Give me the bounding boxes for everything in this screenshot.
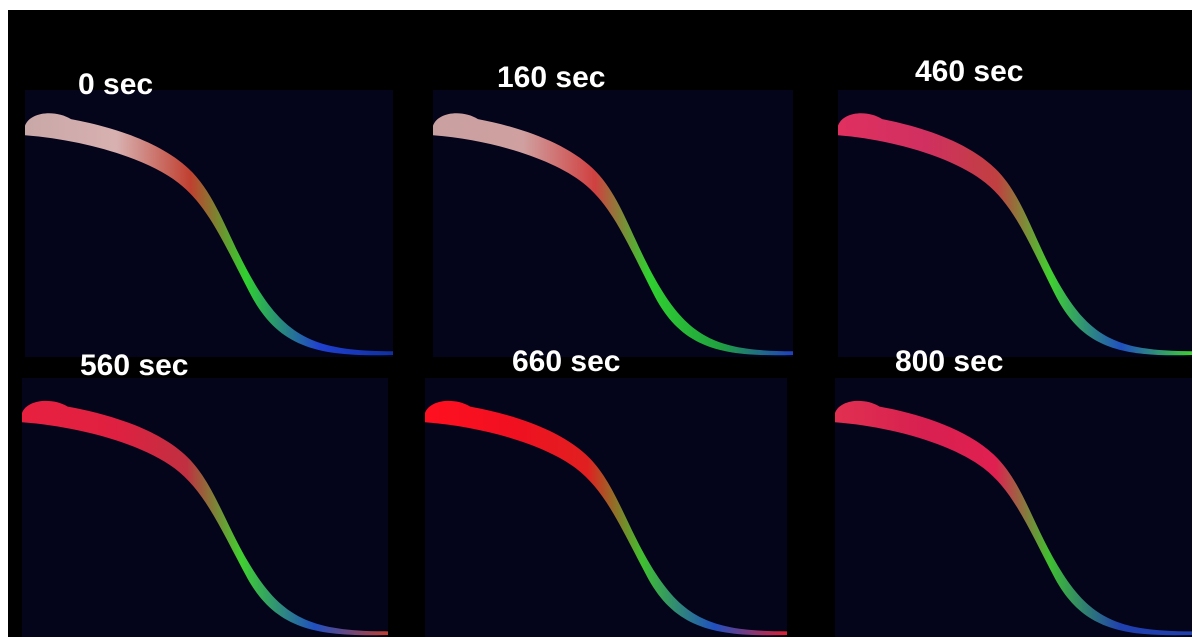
panel: 460 sec	[838, 55, 1192, 357]
panel: 0 sec	[25, 68, 393, 357]
time-label: 800 sec	[895, 345, 1003, 378]
panel: 660 sec	[425, 345, 787, 637]
panel: 800 sec	[835, 345, 1192, 637]
time-label: 660 sec	[512, 345, 620, 378]
time-label: 560 sec	[80, 349, 188, 382]
panel: 160 sec	[433, 61, 793, 357]
time-label: 0 sec	[78, 68, 153, 101]
image: 0 sec 160 sec 460 sec 560 sec 660 sec 800 sec	[0, 0, 1192, 637]
panel: 560 sec	[22, 349, 388, 637]
panels: 0 sec 160 sec 460 sec 560 sec 660 sec 800 sec	[22, 55, 1192, 637]
time-label: 160 sec	[497, 61, 605, 94]
time-label: 460 sec	[915, 55, 1023, 88]
